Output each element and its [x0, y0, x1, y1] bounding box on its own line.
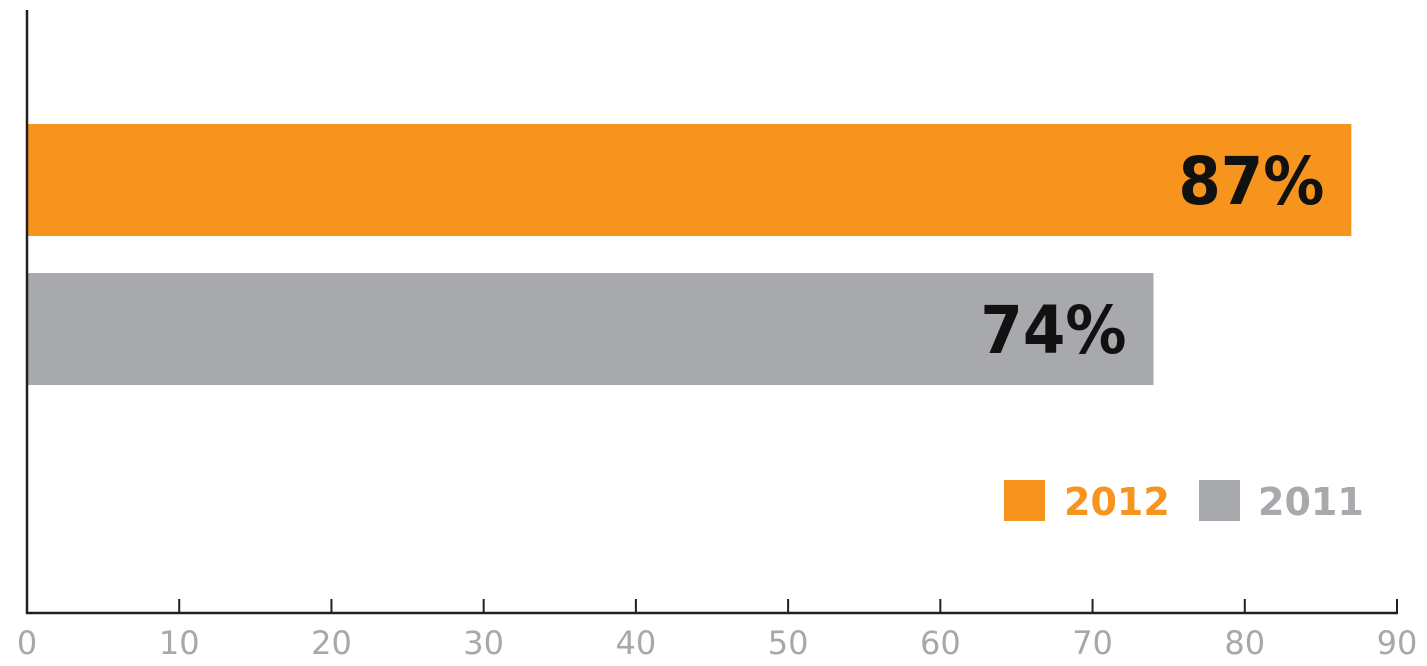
x-tick-label: 10 — [159, 624, 200, 662]
x-tick-label: 80 — [1224, 624, 1265, 662]
data-label-2011: 74% — [980, 292, 1126, 369]
x-tick-label: 60 — [920, 624, 961, 662]
x-tick-label: 90 — [1377, 624, 1418, 662]
x-tick-label: 30 — [463, 624, 504, 662]
bar-2012 — [27, 124, 1352, 236]
data-labels-layer: 87% 74% — [980, 143, 1324, 369]
bar-2011 — [27, 273, 1154, 385]
x-tick-label: 20 — [311, 624, 352, 662]
bars-layer — [27, 124, 1352, 385]
legend-swatch-2012 — [1004, 480, 1045, 521]
x-tick-label: 0 — [17, 624, 37, 662]
x-tick-label: 50 — [768, 624, 809, 662]
legend-label-2012: 2012 — [1064, 480, 1170, 524]
data-label-2012: 87% — [1178, 143, 1324, 220]
legend-label-2011: 2011 — [1258, 480, 1364, 524]
x-tick-label: 40 — [616, 624, 657, 662]
legend-swatch-2011 — [1199, 480, 1240, 521]
axes-layer: 0 10 20 30 40 50 60 70 80 90 — [17, 10, 1418, 662]
x-tick-label: 70 — [1072, 624, 1113, 662]
legend: 2012 2011 — [1004, 480, 1364, 524]
